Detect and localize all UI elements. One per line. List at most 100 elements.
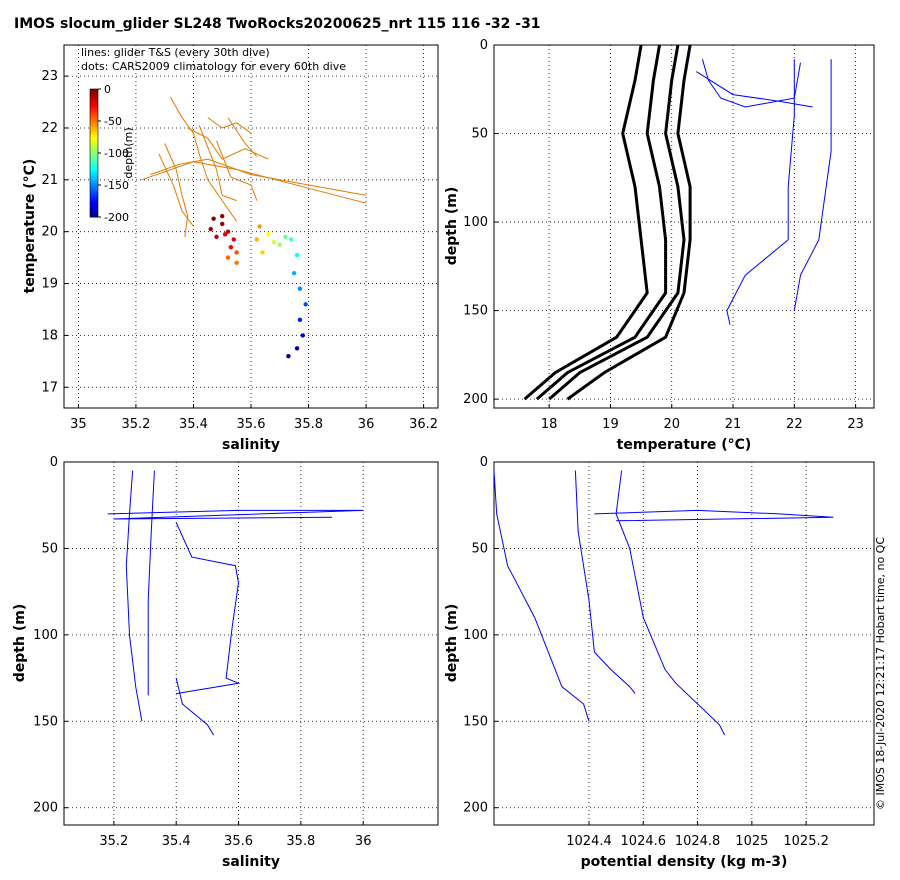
ts-glider-line bbox=[216, 140, 258, 201]
ts-climatology-point bbox=[225, 255, 231, 260]
ts-xtick-label: 35.8 bbox=[294, 417, 323, 432]
colorbar-step bbox=[90, 123, 98, 126]
temp-xtick-label: 20 bbox=[663, 417, 680, 432]
sal-glider-line bbox=[125, 470, 143, 722]
temp-ytick-label: 100 bbox=[463, 215, 488, 230]
temp-xtick-label: 19 bbox=[602, 417, 619, 432]
temp-climatology-line bbox=[566, 44, 692, 401]
dens-xtick-label: 1025.2 bbox=[783, 834, 829, 849]
ts-climatology-point bbox=[297, 317, 303, 323]
sal-xtick-label: 35.6 bbox=[224, 834, 253, 849]
ts-climatology-point bbox=[286, 353, 291, 359]
ts-ytick-label: 21 bbox=[41, 173, 58, 188]
colorbar-step bbox=[90, 205, 98, 208]
ts-climatology-point bbox=[225, 229, 231, 234]
ts-ytick-label: 20 bbox=[41, 225, 58, 240]
dens-panel: 1024.4 1024.6 1024.8 1025 1025.2 0 50 100 150 200… bbox=[444, 455, 875, 870]
dens-xtick-label: 1024.6 bbox=[621, 834, 667, 849]
colorbar-step bbox=[90, 137, 98, 140]
dens-ytick-label: 50 bbox=[471, 541, 488, 556]
colorbar-step bbox=[90, 207, 98, 210]
ts-grid: 35 35.2 35.4 35.6 35.8 36 36.2 17 18 19 20 21 22 23 bbox=[41, 45, 438, 432]
colorbar-label: depth(m) bbox=[122, 127, 135, 178]
colorbar-step bbox=[90, 143, 98, 146]
temp-xtick-label: 18 bbox=[541, 417, 558, 432]
colorbar-step bbox=[90, 135, 98, 138]
colorbar-step bbox=[90, 149, 98, 152]
sal-xtick-label: 35.4 bbox=[162, 834, 191, 849]
temp-ytick-label: 200 bbox=[463, 392, 488, 407]
colorbar-step bbox=[90, 141, 98, 144]
dens-axes-box bbox=[493, 461, 875, 826]
ts-glider-line bbox=[164, 143, 189, 237]
colorbar-tick-label: -50 bbox=[104, 115, 122, 128]
dens-ylabel: depth (m) bbox=[444, 604, 460, 682]
ts-climatology-point bbox=[234, 250, 239, 255]
ts-climatology-point bbox=[211, 216, 216, 221]
colorbar-step bbox=[90, 175, 98, 178]
colorbar-step bbox=[90, 181, 98, 184]
ts-colorbar: 0 -50 -100 -150 -200 depth(m) bbox=[89, 83, 135, 224]
ts-climatology-point bbox=[257, 224, 262, 229]
sal-xlabel: salinity bbox=[222, 854, 280, 870]
ts-climatology-point bbox=[289, 237, 294, 242]
colorbar-step bbox=[90, 179, 98, 182]
colorbar-step bbox=[90, 193, 98, 196]
sal-xtick-label: 36 bbox=[355, 834, 372, 849]
ts-ylabel: temperature (°C) bbox=[22, 159, 38, 294]
ts-panel: 35 35.2 35.4 35.6 35.8 36 36.2 17 18 19 20 21 22 23 l… bbox=[22, 44, 439, 453]
colorbar-step bbox=[90, 99, 98, 102]
sal-ylabel: depth (m) bbox=[12, 604, 28, 682]
colorbar-step bbox=[90, 147, 98, 150]
ts-xtick-label: 36 bbox=[358, 417, 375, 432]
colorbar-step bbox=[90, 139, 98, 142]
colorbar-step bbox=[90, 113, 98, 116]
sal-ytick-label: 200 bbox=[33, 801, 58, 816]
sal-glider-line bbox=[107, 509, 364, 520]
ts-xtick-label: 36.2 bbox=[409, 417, 438, 432]
colorbar-step bbox=[90, 105, 98, 108]
colorbar-step bbox=[90, 145, 98, 148]
dens-glider-line bbox=[615, 470, 726, 736]
ts-climatology-point bbox=[228, 245, 234, 250]
sal-xtick-label: 35.2 bbox=[99, 834, 128, 849]
ts-climatology-point bbox=[220, 213, 225, 219]
colorbar-step bbox=[90, 89, 98, 92]
ts-climatology-point bbox=[300, 333, 305, 338]
ts-climatology-point bbox=[277, 242, 282, 247]
ts-legend-line-1: lines: glider T&S (every 30th dive) bbox=[81, 46, 270, 59]
figure-title: IMOS slocum_glider SL248 TwoRocks2020062… bbox=[14, 16, 541, 32]
ts-climatology-point bbox=[266, 232, 271, 237]
colorbar-tick-label: 0 bbox=[104, 83, 111, 96]
dens-ytick-label: 100 bbox=[463, 628, 488, 643]
temp-xtick-label: 23 bbox=[847, 417, 864, 432]
colorbar-step bbox=[90, 127, 98, 130]
colorbar-step bbox=[90, 185, 98, 188]
colorbar-step bbox=[90, 115, 98, 118]
dens-xtick-label: 1024.8 bbox=[675, 834, 721, 849]
ts-xtick-label: 35 bbox=[70, 417, 87, 432]
colorbar-step bbox=[90, 197, 98, 200]
colorbar-step bbox=[90, 159, 98, 162]
footer-stamp: © IMOS 18-Jul-2020 12:21:17 Hobart time,… bbox=[874, 537, 887, 810]
colorbar-step bbox=[90, 171, 98, 174]
temp-ylabel: depth (m) bbox=[444, 187, 460, 265]
colorbar-step bbox=[90, 101, 98, 104]
ts-glider-line bbox=[198, 125, 237, 202]
ts-ytick-label: 22 bbox=[41, 121, 58, 136]
sal-glider-line bbox=[147, 470, 155, 696]
ts-climatology-point bbox=[294, 346, 300, 351]
colorbar-step bbox=[90, 117, 98, 120]
temp-glider-line bbox=[701, 59, 801, 108]
sal-axes-box bbox=[63, 461, 439, 826]
ts-climatology-point bbox=[294, 252, 300, 258]
colorbar-step bbox=[90, 155, 98, 158]
ts-climatology-point bbox=[271, 239, 277, 245]
colorbar-step bbox=[90, 199, 98, 202]
colorbar-step bbox=[90, 173, 98, 176]
colorbar-step bbox=[90, 177, 98, 180]
ts-glider-line bbox=[169, 96, 238, 222]
colorbar-step bbox=[90, 133, 98, 136]
colorbar-step bbox=[90, 95, 98, 98]
ts-xtick-label: 35.6 bbox=[237, 417, 266, 432]
